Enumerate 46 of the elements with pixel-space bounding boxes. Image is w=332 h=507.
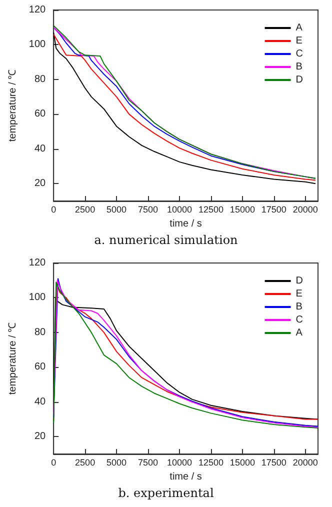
- y-tick-label: 60: [34, 362, 46, 373]
- x-tick-label: 17500: [261, 458, 286, 468]
- legend-label: E: [296, 36, 303, 46]
- y-tick-label: 80: [34, 74, 46, 85]
- x-tick-label: 10000: [166, 458, 192, 468]
- x-tick-label: 2500: [75, 458, 96, 468]
- y-tick-label: 80: [34, 326, 46, 338]
- y-tick-label: 120: [28, 258, 46, 268]
- x-tick-label: 20000: [292, 204, 318, 214]
- x-tick-label: 0: [51, 204, 56, 214]
- y-tick-label: 100: [28, 39, 46, 50]
- x-axis-title: time / s: [170, 471, 202, 482]
- y-tick-label: 40: [34, 143, 46, 154]
- legend-label: C: [296, 314, 304, 326]
- x-tick-label: 5000: [106, 458, 127, 468]
- y-tick-label: 20: [34, 431, 46, 442]
- x-tick-label: 17500: [261, 204, 286, 214]
- legend-label: E: [296, 288, 303, 300]
- x-tick-label: 5000: [106, 204, 127, 214]
- x-tick-label: 2500: [75, 204, 96, 214]
- x-tick-label: 10000: [166, 204, 192, 214]
- legend-label: D: [296, 74, 304, 86]
- y-axis-title: temperature / ℃: [8, 322, 18, 395]
- y-axis-title: temperature / ℃: [8, 69, 18, 142]
- x-tick-label: 15000: [230, 458, 255, 468]
- x-tick-label: 0: [51, 458, 56, 468]
- x-tick-label: 15000: [230, 204, 255, 214]
- x-tick-label: 20000: [292, 458, 318, 468]
- legend-label: B: [296, 62, 303, 72]
- y-tick-label: 20: [34, 178, 46, 190]
- legend-label: C: [296, 48, 304, 60]
- legend-label: A: [296, 328, 303, 338]
- x-tick-label: 12500: [198, 458, 224, 468]
- legend-label: B: [296, 302, 303, 312]
- text: a. numerical simulation: [94, 233, 238, 247]
- legend-label: A: [296, 22, 303, 34]
- y-tick-label: 120: [28, 4, 46, 16]
- x-tick-label: 12500: [198, 204, 224, 214]
- y-tick-label: 60: [34, 108, 46, 120]
- x-axis-title: time / s: [170, 218, 202, 230]
- x-tick-label: 7500: [138, 458, 158, 468]
- x-tick-label: 7500: [138, 204, 158, 214]
- y-tick-label: 100: [28, 292, 46, 304]
- y-tick-label: 40: [34, 396, 46, 408]
- text: b. experimental: [118, 486, 214, 500]
- legend-label: D: [296, 276, 304, 286]
